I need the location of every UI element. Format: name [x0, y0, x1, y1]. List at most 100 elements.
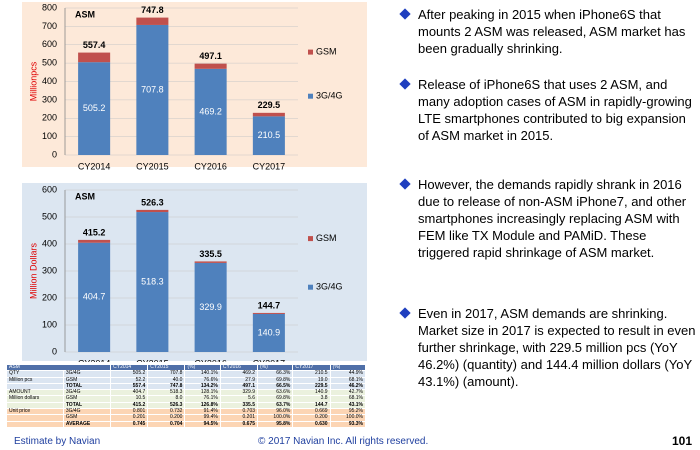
total-label: 144.7: [258, 300, 281, 310]
y-tick-label: 500: [42, 58, 57, 68]
chart-title: ASM: [75, 9, 95, 19]
table-cell: 91.4%: [184, 408, 221, 416]
table-cell: 68.1%: [329, 395, 367, 403]
table-cell: 100.0%: [329, 414, 367, 422]
table-cell: 69.8%: [257, 395, 294, 403]
legend-label: 3G/4G: [316, 91, 343, 101]
x-tick-label: CY2014: [78, 358, 111, 362]
bar-segment: [252, 312, 285, 314]
bar-segment: [136, 24, 169, 156]
table-row: AMOUNT 3G/4G 404.7 518.3 128.1% 329.9 63.6% 140…: [6, 389, 367, 397]
total-label: 526.3: [141, 197, 164, 207]
legend-label: 3G/4G: [316, 282, 343, 292]
bar-segment: [136, 17, 169, 25]
y-tick-label: 100: [42, 319, 57, 329]
bar-segment: [78, 239, 111, 243]
table-cell: 0.675: [219, 420, 259, 428]
row-item: GSM: [62, 414, 112, 422]
y-axis-label: Million Dollars: [28, 242, 38, 299]
x-tick-label: CY2014: [78, 161, 111, 171]
bar-segment: [136, 209, 169, 213]
table-row: Unit price 3G/4G 0.801 0.732 91.4% 0.703 96.0%…: [6, 408, 367, 416]
row-item: AVERAGE: [62, 420, 112, 428]
legend-label: GSM: [316, 46, 337, 56]
total-label: 497.1: [199, 51, 222, 61]
bar-value-label: 210.5: [258, 130, 281, 140]
legend-swatch: [308, 93, 313, 99]
table-row: QTY 3G/4G 505.2 707.8 140.1% 469.2 66.3% 210.5 4…: [6, 370, 367, 378]
x-tick-label: CY2015: [136, 358, 169, 362]
bullet-marker: [399, 8, 411, 20]
plot-background: [22, 2, 367, 167]
table-cell: 128.1%: [184, 389, 221, 397]
bullet-item: Even in 2017, ASM demands are shrinking.…: [398, 305, 696, 390]
table-cell: 0.704: [147, 420, 186, 428]
table-cell: 42.7%: [329, 389, 367, 397]
y-tick-label: 500: [42, 211, 57, 221]
table-header-cell: (%): [329, 363, 367, 372]
total-label: 229.5: [258, 100, 281, 110]
bullet-text: Even in 2017, ASM demands are shrinking.…: [418, 306, 696, 389]
footer-source: Estimate by Navian: [14, 436, 101, 447]
bar-value-label: 140.9: [258, 327, 281, 337]
y-tick-label: 400: [42, 76, 57, 86]
data-table: ASM CY2014 CY2015 (%) CY2016 (%) CY2017 (%) QTY 3…: [5, 363, 367, 428]
row-item: GSM: [62, 376, 112, 384]
table-cell: 66.5%: [257, 382, 294, 391]
x-tick-label: CY2015: [136, 161, 169, 171]
table-cell: 126.8%: [184, 401, 221, 410]
bullet-marker: [399, 307, 411, 319]
table-cell: 43.1%: [329, 401, 367, 410]
bullet-item: Release of iPhone6S that uses 2 ASM, and…: [398, 76, 696, 144]
table-row: Million dollars GSM 10.5 8.0 76.1% 5.6 69.8% 3.…: [6, 395, 367, 403]
bar-value-label: 329.9: [199, 302, 222, 312]
y-tick-label: 400: [42, 238, 57, 248]
bar-segment: [78, 62, 111, 156]
table-cell: 134.2%: [184, 382, 221, 391]
y-tick-label: 800: [42, 2, 57, 12]
table-cell: 140.1%: [184, 370, 221, 378]
table-cell: 63.7%: [257, 401, 294, 410]
footer-copyright: © 2017 Navian Inc. All rights reserved.: [258, 436, 429, 447]
row-group: [6, 420, 64, 428]
bullet-marker: [399, 78, 411, 90]
bar-value-label: 505.2: [83, 103, 106, 113]
table-cell: 95.8%: [257, 420, 294, 428]
table-row: TOTAL 415.2 526.3 126.8% 335.5 63.7% 144.7 43.1…: [6, 401, 367, 410]
y-tick-label: 600: [42, 39, 57, 49]
table-cell: 0.630: [292, 420, 331, 428]
table-cell: 96.0%: [257, 408, 294, 416]
y-tick-label: 0: [52, 346, 57, 356]
x-tick-label: CY2017: [253, 358, 286, 362]
legend-label: GSM: [316, 233, 337, 243]
bar-segment: [194, 68, 227, 155]
bullet-text: After peaking in 2015 when iPhone6S that…: [418, 7, 686, 56]
y-tick-label: 200: [42, 113, 57, 123]
table-row: Million pcs GSM 52.2 40.0 76.6% 27.9 69.8% 19.0…: [6, 376, 367, 384]
bar-value-label: 707.8: [141, 84, 164, 94]
table-cell: 66.3%: [257, 370, 294, 378]
y-tick-label: 200: [42, 292, 57, 302]
bar-segment: [194, 261, 227, 263]
total-label: 747.8: [141, 5, 164, 15]
page-number: 101: [672, 434, 693, 448]
table-header-cell: (%): [184, 363, 221, 372]
row-item: GSM: [62, 395, 112, 403]
bar-segment: [78, 52, 111, 63]
y-tick-label: 300: [42, 94, 57, 104]
bar-segment: [252, 116, 285, 155]
y-tick-label: 700: [42, 21, 57, 31]
bar-value-label: 518.3: [141, 276, 164, 286]
bar-segment: [136, 212, 169, 352]
table-header-row: ASM CY2014 CY2015 (%) CY2016 (%) CY2017 (%): [5, 363, 367, 372]
total-label: 335.5: [199, 249, 222, 259]
table-cell: 46.2%: [329, 382, 367, 391]
table-cell: 94.5%: [184, 420, 221, 428]
table-cell: 44.9%: [329, 370, 367, 378]
legend-swatch: [308, 49, 313, 55]
row-item: TOTAL: [62, 401, 112, 410]
table-row: AVERAGE 0.745 0.704 94.5% 0.675 95.8% 0.630 93.…: [6, 420, 367, 428]
bullet-marker: [399, 178, 411, 190]
bar-segment: [194, 262, 227, 352]
